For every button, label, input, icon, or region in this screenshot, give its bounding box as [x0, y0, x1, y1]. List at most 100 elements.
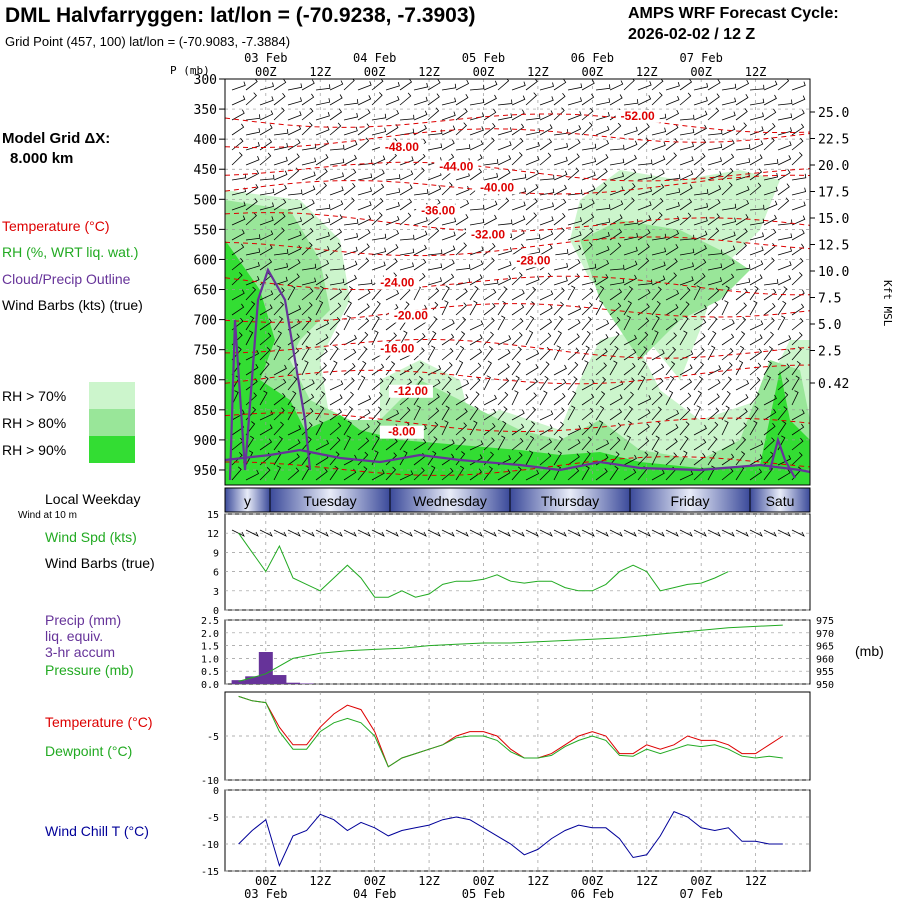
wind-barb	[791, 201, 806, 211]
wind-barb	[553, 212, 566, 226]
wind-barb	[637, 437, 650, 451]
wind-barb	[371, 212, 383, 226]
wind-barb	[343, 377, 355, 391]
legend-wind: Wind Barbs (kts) (true)	[2, 297, 143, 313]
wind-barb	[721, 245, 736, 256]
wind-speed-label: Wind Spd (kts)	[45, 529, 137, 545]
wind-barb	[749, 246, 764, 256]
wind-barb	[469, 348, 483, 361]
wind-barb	[329, 345, 339, 361]
wind-barb	[679, 364, 693, 376]
wind-barb	[777, 79, 790, 91]
wind-barb	[259, 467, 271, 481]
wind-barb	[343, 140, 358, 151]
wind-barb	[469, 126, 484, 136]
wind-barb	[511, 466, 522, 481]
wind-barb	[581, 79, 595, 91]
temperature-labels: -52.00 -48.00 -44.00 -40.00 -36.00 -32.00 -28.…	[375, 109, 660, 439]
wind-barb	[371, 435, 380, 451]
wind-barb	[371, 169, 385, 181]
wind-barb	[273, 227, 285, 241]
wind-barb	[497, 219, 513, 226]
wind-barb	[539, 216, 554, 226]
wind-barb	[427, 330, 437, 346]
wind-barb	[553, 392, 566, 406]
wind-barb	[609, 465, 619, 481]
wind-barb	[273, 364, 287, 376]
wind-barb	[287, 153, 300, 166]
wind-barb	[763, 172, 779, 181]
wind-barb	[483, 80, 498, 91]
wind-barb	[273, 92, 286, 106]
wind-barb	[427, 436, 438, 451]
wind-barb	[693, 304, 707, 316]
temperature-contour	[225, 275, 810, 296]
wind-barb	[413, 216, 428, 226]
wind-barb	[749, 232, 764, 241]
surface-wind-barb	[329, 529, 343, 537]
cycle-label: AMPS WRF Forecast Cycle:	[628, 5, 839, 22]
wind-barb	[357, 109, 371, 121]
wind-barb	[665, 375, 675, 391]
pressure-tick-label: 850	[194, 404, 217, 419]
wind-barb	[763, 159, 779, 166]
wind-barb	[455, 331, 466, 346]
wind-barb	[427, 407, 440, 421]
wind-barb	[581, 263, 597, 271]
wind-barb	[259, 110, 274, 121]
wind-barb	[455, 122, 467, 136]
wind-barb	[749, 420, 758, 436]
wind-barb	[595, 468, 608, 481]
wind-barb	[357, 423, 370, 436]
wind-barb	[539, 438, 553, 451]
height-tick-label: 25.0	[818, 106, 849, 121]
wind-barb	[567, 361, 579, 376]
wind-barb	[679, 435, 689, 451]
wind-barb	[623, 126, 638, 136]
wind-barb	[665, 109, 680, 121]
wind-barb	[245, 92, 257, 106]
hour-label-top: 12Z	[418, 65, 440, 79]
temperature-tick-label: -5	[207, 732, 219, 743]
wind-barb	[231, 173, 247, 181]
legend-rh90-swatch	[89, 436, 135, 463]
weekday-cell	[510, 488, 630, 512]
wind-barb	[315, 168, 328, 181]
temperature-contour	[225, 113, 810, 134]
wind-barb	[539, 304, 553, 316]
wind-barb	[399, 170, 414, 181]
wind-barb	[693, 424, 707, 436]
wind-barb	[497, 377, 510, 391]
wind-barb	[315, 273, 329, 286]
wind-barb	[469, 300, 478, 316]
wind-barb	[315, 391, 326, 406]
wind-barb	[665, 201, 680, 211]
wind-barb	[385, 375, 395, 391]
wind-barb	[637, 81, 652, 91]
wind-barb	[525, 363, 539, 376]
wind-barb	[399, 198, 413, 211]
wind-barb	[777, 169, 791, 181]
wind-barb	[623, 348, 637, 361]
temperature-contour	[225, 303, 810, 323]
wind-barb	[245, 248, 261, 256]
wind-barb	[469, 468, 483, 481]
wind-barb	[385, 109, 400, 121]
wind-barb	[637, 243, 650, 256]
wind-barb	[777, 113, 793, 121]
wind-barb	[273, 107, 285, 121]
wind-barb	[679, 170, 694, 181]
hour-label-top: 00Z	[473, 65, 495, 79]
wind-barb	[595, 182, 607, 196]
pressure-tick-label: 960	[816, 654, 834, 665]
wind-barb	[749, 204, 765, 211]
hour-label-bottom: 12Z	[745, 874, 767, 888]
wind-barb	[343, 274, 357, 286]
wind-barb	[483, 137, 495, 151]
wind-barb	[287, 245, 302, 256]
wind-barb	[287, 425, 302, 436]
wind-barb	[315, 259, 330, 271]
surface-wind-barb	[413, 529, 427, 537]
wind-barb	[301, 107, 314, 121]
